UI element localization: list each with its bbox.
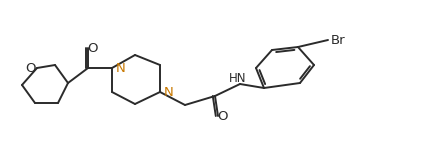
Text: Br: Br (331, 34, 346, 46)
Text: O: O (217, 110, 227, 122)
Text: N: N (164, 85, 174, 98)
Text: O: O (87, 41, 97, 54)
Text: N: N (116, 61, 126, 75)
Text: HN: HN (229, 71, 247, 85)
Text: O: O (25, 61, 35, 75)
